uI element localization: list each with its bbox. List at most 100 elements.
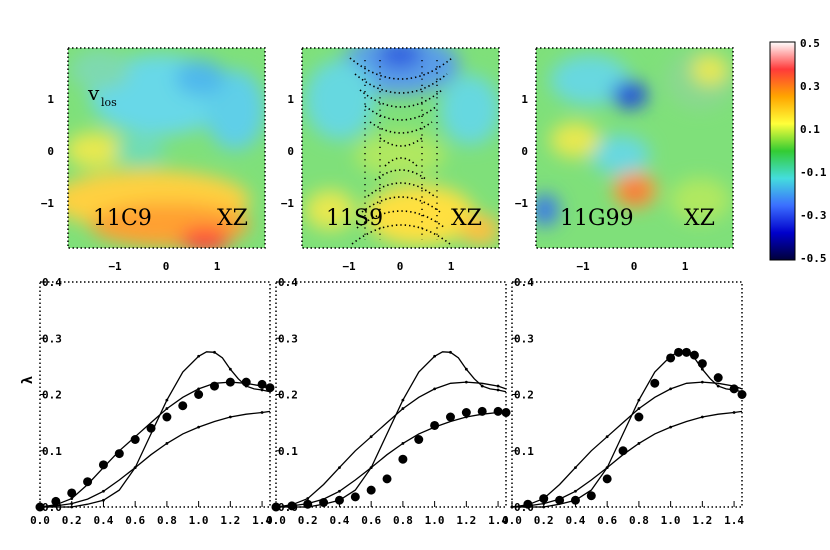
map-y-tick: −1 <box>41 197 55 210</box>
series-line-marker <box>637 407 641 410</box>
series-line-marker <box>197 354 201 358</box>
series-line-marker <box>433 387 437 391</box>
map-panel-11G99: 11G99 XZ <box>535 47 734 249</box>
map-y-tick: 1 <box>521 93 528 106</box>
map-x-tick: 0 <box>631 260 638 273</box>
x-tick-label: 1.0 <box>425 514 445 527</box>
map-label: 11G99 <box>560 206 634 231</box>
x-tick-label: 0.8 <box>157 514 177 527</box>
y-tick-label: 0.2 <box>42 389 62 402</box>
data-point <box>162 412 172 422</box>
data-point <box>146 423 156 433</box>
data-point <box>67 488 77 498</box>
y-tick-label: 0.4 <box>42 276 62 289</box>
data-point <box>737 390 747 399</box>
data-point <box>414 435 424 444</box>
map-y-tick: 0 <box>521 145 528 158</box>
series-line-marker <box>165 442 169 445</box>
data-point <box>257 379 267 389</box>
x-tick-label: 1.4 <box>252 514 272 527</box>
series-line-marker <box>605 435 609 439</box>
series-line-marker <box>496 384 500 388</box>
data-point <box>319 498 329 507</box>
x-tick-label: 0.6 <box>597 514 617 527</box>
data-point <box>366 485 376 495</box>
series-line-marker <box>449 350 452 354</box>
data-point <box>523 499 533 509</box>
data-point <box>729 384 739 394</box>
projection-label: XZ <box>217 206 248 231</box>
data-point <box>602 474 612 484</box>
plot-frame <box>511 281 743 508</box>
map-x-tick: −1 <box>576 260 590 273</box>
series-line-marker <box>464 380 468 384</box>
x-tick-label: 0.4 <box>330 514 350 527</box>
series-line-marker <box>464 367 468 371</box>
data-point <box>501 408 511 417</box>
series-line-marker <box>700 367 704 371</box>
x-tick-label: 1.2 <box>692 514 712 527</box>
data-point <box>618 446 628 456</box>
data-point <box>303 499 313 509</box>
data-point <box>555 495 565 505</box>
colorbar-tick: -0.3 <box>800 209 827 222</box>
map-x-tick: 0 <box>163 260 170 273</box>
data-point <box>334 495 344 505</box>
x-tick-label: 0.8 <box>393 514 413 527</box>
series-line-marker <box>700 415 704 419</box>
data-point <box>287 501 297 511</box>
projection-label: XZ <box>451 206 482 231</box>
y-tick-label: 0.1 <box>514 445 534 458</box>
data-point <box>225 377 235 387</box>
x-tick-label: 0.2 <box>298 514 318 527</box>
colorbar-tick: 0.1 <box>800 123 820 136</box>
map-x-tick: 1 <box>682 260 689 273</box>
series-line-marker <box>70 502 74 506</box>
data-point <box>209 381 219 391</box>
y-tick-label: 0.4 <box>514 276 534 289</box>
series-line-marker <box>369 435 373 439</box>
map-axis-ticks: 1 0 −1 −1 0 1 1 0 −1 −1 0 1 1 0 −1 −1 0 … <box>41 93 689 273</box>
x-tick-label: 1.2 <box>456 514 476 527</box>
map-y-tick: −1 <box>281 197 295 210</box>
profile-panels: 0.40.30.20.10.00.0 0.2 0.4 0.6 0.8 1.0 1.2 1.40… <box>30 276 747 527</box>
map-1-ticks: 1 0 −1 −1 0 1 <box>281 93 455 273</box>
series-line-marker <box>228 367 232 371</box>
series-line-marker <box>213 350 216 354</box>
map-y-tick: 0 <box>287 145 294 158</box>
series-line-marker <box>574 466 577 470</box>
velocity-field <box>305 48 499 245</box>
series-line-marker <box>574 489 577 493</box>
series-line-marker <box>669 387 673 391</box>
map-0-ticks: 1 0 −1 −1 0 1 <box>41 93 221 273</box>
map-y-tick: 1 <box>287 93 294 106</box>
profile-panel-11C9: 0.40.30.20.10.00.0 0.2 0.4 0.6 0.8 1.0 1.2 1.4 <box>30 276 275 527</box>
map-x-tick: −1 <box>342 260 356 273</box>
series-line-0 <box>276 351 507 508</box>
x-tick-label: 1.4 <box>488 514 508 527</box>
data-point <box>697 359 707 369</box>
series-line-marker <box>338 489 341 493</box>
y-tick-label: 0.2 <box>514 389 534 402</box>
y-tick-label: 0.1 <box>42 445 62 458</box>
series-line-0 <box>512 351 743 508</box>
series-line-marker <box>197 387 201 391</box>
quantity-label: v <box>87 81 100 105</box>
map-2-ticks: 1 0 −1 −1 0 1 <box>515 93 689 273</box>
x-tick-label: 0.0 <box>30 514 50 527</box>
series-line-marker <box>369 466 373 470</box>
series-line-marker <box>433 354 437 358</box>
x-tick-label: 1.0 <box>661 514 681 527</box>
series-line-marker <box>260 411 264 414</box>
data-point <box>650 378 660 388</box>
data-point <box>350 492 360 502</box>
velocity-field <box>68 50 265 248</box>
data-point <box>98 460 108 470</box>
map-x-tick: 1 <box>448 260 455 273</box>
data-point <box>83 477 93 487</box>
y-tick-label: 0.3 <box>514 332 534 345</box>
map-x-tick: −1 <box>108 260 122 273</box>
map-y-tick: 1 <box>47 93 54 106</box>
colorbar-ramp <box>769 41 796 261</box>
data-point <box>194 390 204 399</box>
